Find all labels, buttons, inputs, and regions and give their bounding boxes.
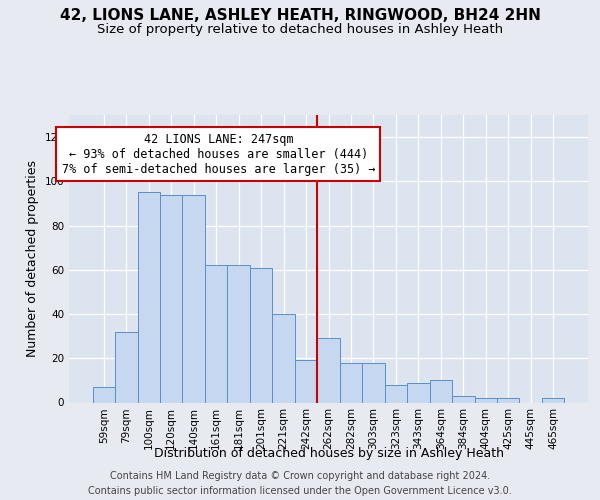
Bar	[542, 398, 565, 402]
Bar	[272, 314, 295, 402]
Bar	[295, 360, 317, 403]
Text: 42 LIONS LANE: 247sqm
← 93% of detached houses are smaller (444)
7% of semi-deta: 42 LIONS LANE: 247sqm ← 93% of detached …	[62, 132, 375, 176]
Text: Size of property relative to detached houses in Ashley Heath: Size of property relative to detached ho…	[97, 22, 503, 36]
Bar	[92, 387, 115, 402]
Bar	[452, 396, 475, 402]
Bar	[362, 362, 385, 403]
Bar	[205, 266, 227, 402]
Bar	[115, 332, 137, 402]
Y-axis label: Number of detached properties: Number of detached properties	[26, 160, 39, 357]
Bar	[475, 398, 497, 402]
Bar	[340, 362, 362, 403]
Text: Contains HM Land Registry data © Crown copyright and database right 2024.
Contai: Contains HM Land Registry data © Crown c…	[88, 471, 512, 496]
Bar	[182, 194, 205, 402]
Bar	[227, 266, 250, 402]
Text: Distribution of detached houses by size in Ashley Heath: Distribution of detached houses by size …	[154, 448, 504, 460]
Bar	[407, 382, 430, 402]
Bar	[160, 194, 182, 402]
Bar	[497, 398, 520, 402]
Text: 42, LIONS LANE, ASHLEY HEATH, RINGWOOD, BH24 2HN: 42, LIONS LANE, ASHLEY HEATH, RINGWOOD, …	[59, 8, 541, 22]
Bar	[317, 338, 340, 402]
Bar	[385, 385, 407, 402]
Bar	[137, 192, 160, 402]
Bar	[430, 380, 452, 402]
Bar	[250, 268, 272, 402]
